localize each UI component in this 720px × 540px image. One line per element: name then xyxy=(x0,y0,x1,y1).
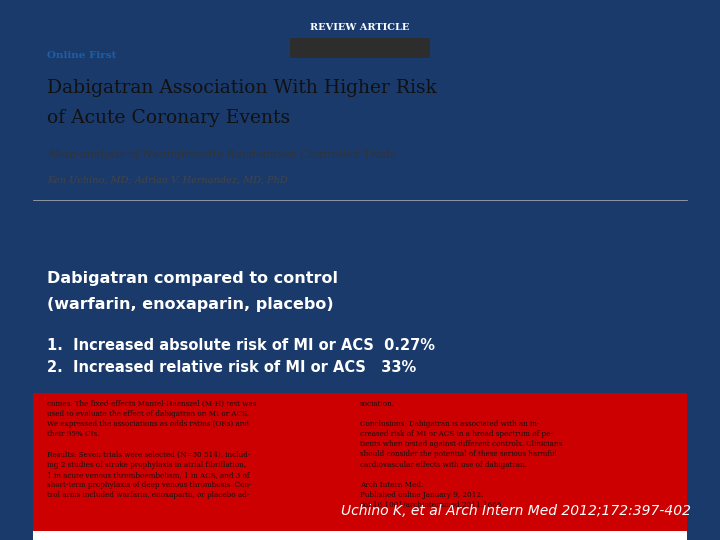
Text: Ken Uchino, MD; Adrian V. Hernandez, MD, PhD: Ken Uchino, MD; Adrian V. Hernandez, MD,… xyxy=(48,176,288,185)
Text: Dabigatran Association With Higher Risk: Dabigatran Association With Higher Risk xyxy=(48,79,437,97)
Bar xyxy=(290,38,430,58)
Text: of Acute Coronary Events: of Acute Coronary Events xyxy=(48,109,291,127)
Text: Online First: Online First xyxy=(48,51,117,59)
Text: REVIEW ARTICLE: REVIEW ARTICLE xyxy=(310,24,410,32)
Bar xyxy=(33,393,687,531)
Text: (warfarin, enoxaparin, placebo): (warfarin, enoxaparin, placebo) xyxy=(48,298,334,313)
Text: Meta-analysis of Noninferiority Randomized Controlled Trials: Meta-analysis of Noninferiority Randomiz… xyxy=(48,150,396,160)
Text: 1.  Increased absolute risk of MI or ACS  0.27%: 1. Increased absolute risk of MI or ACS … xyxy=(48,338,436,353)
Text: 2.  Increased relative risk of MI or ACS   33%: 2. Increased relative risk of MI or ACS … xyxy=(48,361,417,375)
Bar xyxy=(33,415,687,540)
Text: comes. The fixed-effects Mantel-Haenszel (M-H) test was
used to evaluate the eff: comes. The fixed-effects Mantel-Haenszel… xyxy=(48,400,257,499)
Text: Dabigatran compared to control: Dabigatran compared to control xyxy=(48,271,338,286)
Text: sociation.

Conclusions: Dabigatran is associated with an in-
creased risk of MI: sociation. Conclusions: Dabigatran is as… xyxy=(360,400,562,509)
Text: Uchino K, et al Arch Intern Med 2012;172:397-402: Uchino K, et al Arch Intern Med 2012;172… xyxy=(341,504,691,518)
